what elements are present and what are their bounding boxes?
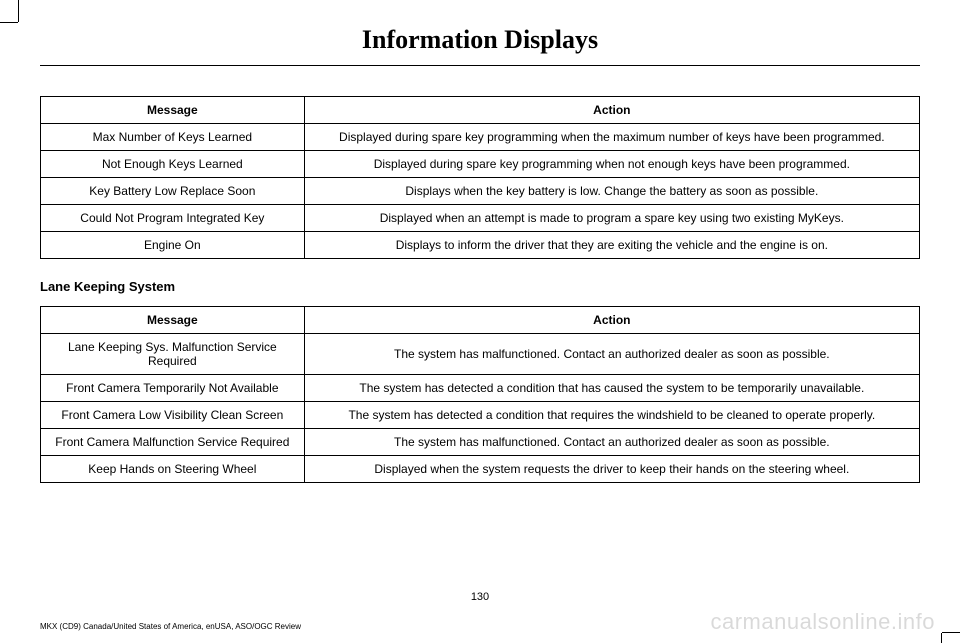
table-header-row: Message Action <box>41 307 920 334</box>
col-header-message: Message <box>41 97 305 124</box>
col-header-message: Message <box>41 307 305 334</box>
table-row: Not Enough Keys Learned Displayed during… <box>41 151 920 178</box>
cell-message: Could Not Program Integrated Key <box>41 205 305 232</box>
cell-message: Max Number of Keys Learned <box>41 124 305 151</box>
cell-message: Keep Hands on Steering Wheel <box>41 456 305 483</box>
page-title: Information Displays <box>40 25 920 55</box>
watermark: carmanualsonline.info <box>710 609 935 635</box>
title-rule <box>40 65 920 66</box>
cell-message: Front Camera Malfunction Service Require… <box>41 429 305 456</box>
cell-action: Displayed during spare key programming w… <box>304 124 919 151</box>
table-header-row: Message Action <box>41 97 920 124</box>
table-row: Max Number of Keys Learned Displayed dur… <box>41 124 920 151</box>
crop-mark <box>18 0 19 22</box>
cell-message: Front Camera Temporarily Not Available <box>41 375 305 402</box>
crop-mark <box>941 633 942 643</box>
cell-action: The system has malfunctioned. Contact an… <box>304 334 919 375</box>
page-number: 130 <box>0 591 960 603</box>
table-row: Front Camera Malfunction Service Require… <box>41 429 920 456</box>
cell-message: Engine On <box>41 232 305 259</box>
cell-message: Lane Keeping Sys. Malfunction Service Re… <box>41 334 305 375</box>
table-row: Keep Hands on Steering Wheel Displayed w… <box>41 456 920 483</box>
messages-table-2: Message Action Lane Keeping Sys. Malfunc… <box>40 306 920 483</box>
messages-table-1: Message Action Max Number of Keys Learne… <box>40 96 920 259</box>
cell-action: The system has detected a condition that… <box>304 375 919 402</box>
cell-action: Displays to inform the driver that they … <box>304 232 919 259</box>
cell-action: Displays when the key battery is low. Ch… <box>304 178 919 205</box>
table-row: Engine On Displays to inform the driver … <box>41 232 920 259</box>
table-row: Key Battery Low Replace Soon Displays wh… <box>41 178 920 205</box>
cell-action: Displayed during spare key programming w… <box>304 151 919 178</box>
table-row: Lane Keeping Sys. Malfunction Service Re… <box>41 334 920 375</box>
table-row: Could Not Program Integrated Key Display… <box>41 205 920 232</box>
cell-message: Key Battery Low Replace Soon <box>41 178 305 205</box>
col-header-action: Action <box>304 307 919 334</box>
crop-mark <box>942 632 960 633</box>
footer-note: MKX (CD9) Canada/United States of Americ… <box>40 622 301 631</box>
cell-message: Front Camera Low Visibility Clean Screen <box>41 402 305 429</box>
cell-message: Not Enough Keys Learned <box>41 151 305 178</box>
table-row: Front Camera Temporarily Not Available T… <box>41 375 920 402</box>
crop-mark <box>0 22 18 23</box>
table-row: Front Camera Low Visibility Clean Screen… <box>41 402 920 429</box>
cell-action: Displayed when the system requests the d… <box>304 456 919 483</box>
col-header-action: Action <box>304 97 919 124</box>
section-heading: Lane Keeping System <box>40 279 920 294</box>
cell-action: Displayed when an attempt is made to pro… <box>304 205 919 232</box>
cell-action: The system has detected a condition that… <box>304 402 919 429</box>
cell-action: The system has malfunctioned. Contact an… <box>304 429 919 456</box>
